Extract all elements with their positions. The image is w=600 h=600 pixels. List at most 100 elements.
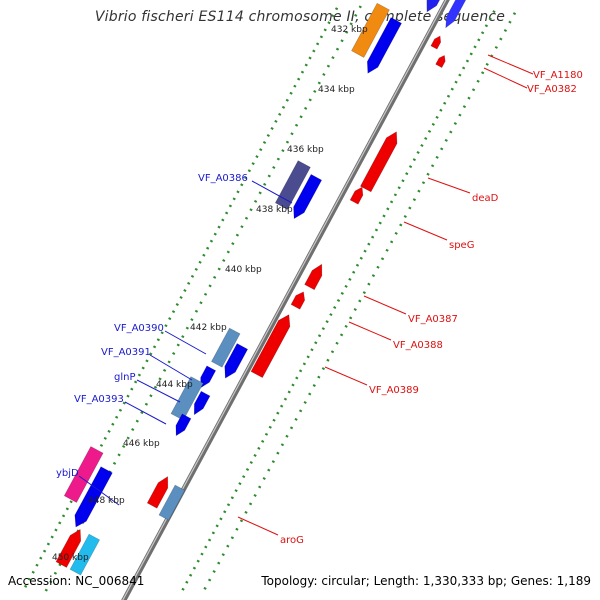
scale-dot — [99, 443, 104, 447]
scale-dot — [371, 235, 375, 239]
scale-dot — [371, 274, 376, 278]
scale-dot — [289, 91, 293, 95]
scale-dot — [403, 215, 407, 218]
scale-dot — [278, 112, 282, 116]
scale-dot — [376, 265, 380, 269]
scale-dot — [235, 233, 240, 237]
scale-dot — [408, 206, 412, 210]
scale-dot — [54, 528, 58, 532]
scale-dot — [203, 292, 208, 296]
leader-line — [324, 366, 368, 386]
scale-dot — [458, 113, 462, 117]
scale-dot — [462, 105, 467, 109]
scale-dot — [362, 291, 366, 295]
scale-dot — [302, 362, 306, 366]
scale-dot — [306, 355, 310, 359]
scale-dot — [349, 22, 353, 26]
scale-dot — [192, 566, 197, 570]
scale-dot — [111, 422, 115, 426]
scale-dot — [467, 96, 471, 100]
scale-dot — [61, 514, 66, 518]
scale-dot — [261, 439, 265, 443]
scale-dot — [204, 545, 208, 549]
scale-label: 440 kbp — [225, 265, 262, 275]
gene-label-forward: glnP — [114, 372, 136, 383]
scale-dot — [257, 446, 261, 450]
topology-summary: Topology: circular; Length: 1,330,333 bp… — [261, 574, 591, 588]
scale-dot — [439, 108, 443, 112]
scale-dot — [294, 123, 299, 127]
scale-dot — [291, 383, 295, 387]
scale-dot — [316, 42, 320, 46]
scale-dot — [203, 586, 207, 590]
scale-dot — [264, 432, 269, 436]
scale-dot — [380, 257, 385, 261]
cds — [359, 131, 398, 193]
scale-dot — [244, 510, 248, 514]
scale-dot — [249, 460, 253, 464]
scale-dot — [270, 126, 274, 130]
scale-dot — [453, 122, 457, 126]
scale-dot — [217, 561, 221, 565]
scale-dot — [248, 502, 253, 506]
scale-dot — [149, 394, 153, 398]
scale-dot — [485, 62, 489, 66]
purple-block — [274, 160, 311, 210]
scale-dot — [103, 436, 107, 440]
scale-dot — [208, 284, 212, 288]
gene-label-reverse: VF_A0388 — [393, 340, 443, 351]
scale-dot — [196, 559, 200, 563]
leader-line — [149, 354, 193, 381]
scale-dot — [394, 231, 398, 235]
scale-dot — [31, 570, 35, 574]
scale-dot — [310, 348, 314, 352]
scale-dot — [240, 225, 244, 229]
scale-dot — [417, 189, 421, 193]
scale-dot — [145, 359, 149, 363]
scale-dot — [211, 531, 215, 535]
scale-dot — [276, 411, 280, 415]
scale-dot — [312, 49, 316, 53]
scale-dot — [340, 291, 344, 295]
scale-dot — [298, 369, 303, 373]
scale-dot — [449, 130, 453, 134]
scale-dot — [238, 482, 242, 486]
scale-dot — [262, 477, 266, 481]
scale-dot — [280, 443, 285, 447]
scale-dot — [185, 326, 189, 330]
scale-dot — [443, 101, 447, 105]
scale-dot — [27, 577, 32, 581]
feature-track — [55, 0, 467, 576]
scale-dot — [322, 73, 326, 77]
scale-dot — [397, 186, 401, 190]
scale-dot — [221, 218, 225, 222]
scale-dot — [300, 70, 305, 74]
scale-dot — [240, 183, 244, 187]
scale-dot — [213, 275, 217, 279]
leader-line — [164, 330, 207, 355]
cds — [304, 263, 323, 291]
scale-dot — [258, 485, 262, 489]
scale-dot — [266, 133, 270, 137]
scale-dot — [230, 536, 234, 540]
scale-dot — [319, 35, 324, 39]
scale-dot — [131, 428, 135, 432]
map-title: Vibrio fischeri ES114 chromosome II, com… — [94, 9, 506, 25]
scale-dot — [50, 535, 54, 539]
scale-dot — [160, 331, 164, 335]
cds — [55, 528, 82, 568]
scale-dot — [421, 181, 426, 185]
scale-dot — [156, 338, 160, 342]
scale-dot — [135, 419, 139, 423]
scale-dot — [46, 542, 51, 546]
scale-dot — [331, 56, 335, 60]
scale-dot — [35, 563, 39, 567]
scale-dot — [280, 404, 284, 408]
scale-dot — [272, 166, 276, 170]
scale-dot — [58, 563, 62, 567]
cds — [293, 174, 323, 220]
scale-dot — [367, 242, 371, 246]
leader-line — [251, 180, 293, 204]
scale-dot — [262, 141, 267, 145]
